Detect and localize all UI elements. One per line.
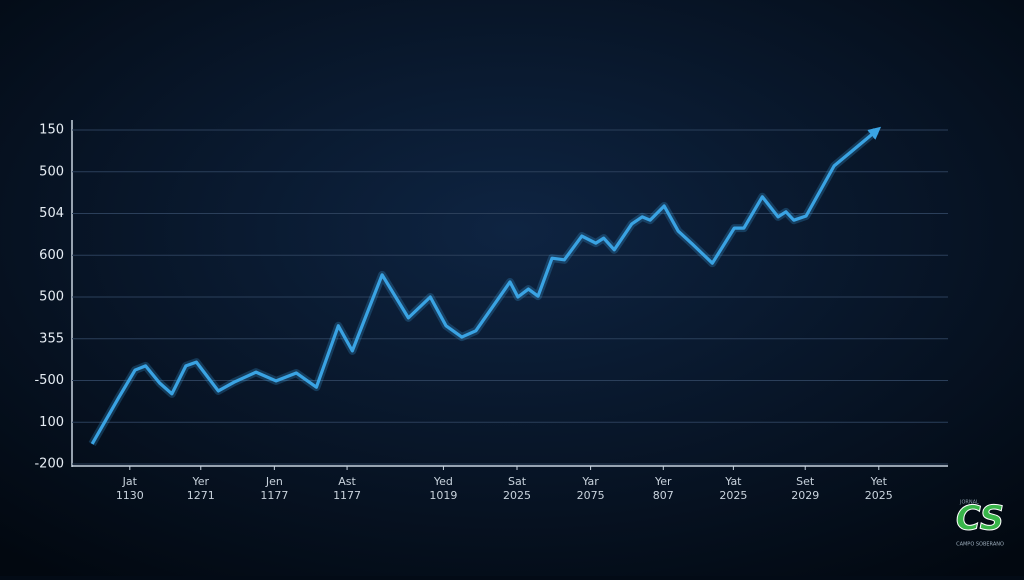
y-tick-label: 100 bbox=[39, 415, 64, 430]
x-tick-label: Ast bbox=[338, 475, 356, 488]
x-tick-label: Sat bbox=[508, 475, 527, 488]
logo-mark: CS bbox=[956, 499, 1004, 539]
x-tick-label: 1130 bbox=[116, 489, 144, 502]
x-tick-label: 1177 bbox=[260, 489, 288, 502]
y-tick-label: 600 bbox=[39, 248, 64, 263]
x-tick-label: 807 bbox=[653, 489, 674, 502]
y-tick-label: -500 bbox=[34, 373, 64, 388]
logo-top: JORNAL bbox=[959, 500, 979, 506]
x-tick-label: Yat bbox=[724, 475, 742, 488]
x-tick-label: 2025 bbox=[503, 489, 531, 502]
logo-bottom: CAMPO SOBERANO bbox=[956, 542, 1004, 548]
x-tick-label: Yet bbox=[870, 475, 888, 488]
x-tick-label: Jat bbox=[122, 475, 138, 488]
y-tick-label: -200 bbox=[34, 457, 64, 472]
x-tick-label: 1019 bbox=[429, 489, 457, 502]
x-tick-label: 1177 bbox=[333, 489, 361, 502]
x-tick-label: Yer bbox=[654, 475, 672, 488]
x-tick-label: Set bbox=[796, 475, 815, 488]
y-tick-label: 355 bbox=[39, 331, 64, 346]
y-tick-label: 500 bbox=[39, 290, 64, 305]
x-tick-label: 1271 bbox=[187, 489, 215, 502]
x-tick-label: Jen bbox=[265, 475, 283, 488]
line bbox=[90, 126, 882, 445]
logo: JORNAL CS CAMPO SOBERANO bbox=[955, 498, 1004, 548]
y-tick-label: 504 bbox=[39, 206, 64, 221]
y-tick-label: 150 bbox=[39, 123, 64, 138]
x-tick-label: Yar bbox=[581, 475, 599, 488]
x-tick-label: 2075 bbox=[577, 489, 605, 502]
x-tick-label: Yed bbox=[433, 475, 453, 488]
x-tick-label: 2025 bbox=[719, 489, 747, 502]
y-tick-label: 500 bbox=[39, 164, 64, 179]
x-tick-label: 2029 bbox=[791, 489, 819, 502]
x-tick-label: 2025 bbox=[865, 489, 893, 502]
x-tick-label: Yer bbox=[191, 475, 209, 488]
